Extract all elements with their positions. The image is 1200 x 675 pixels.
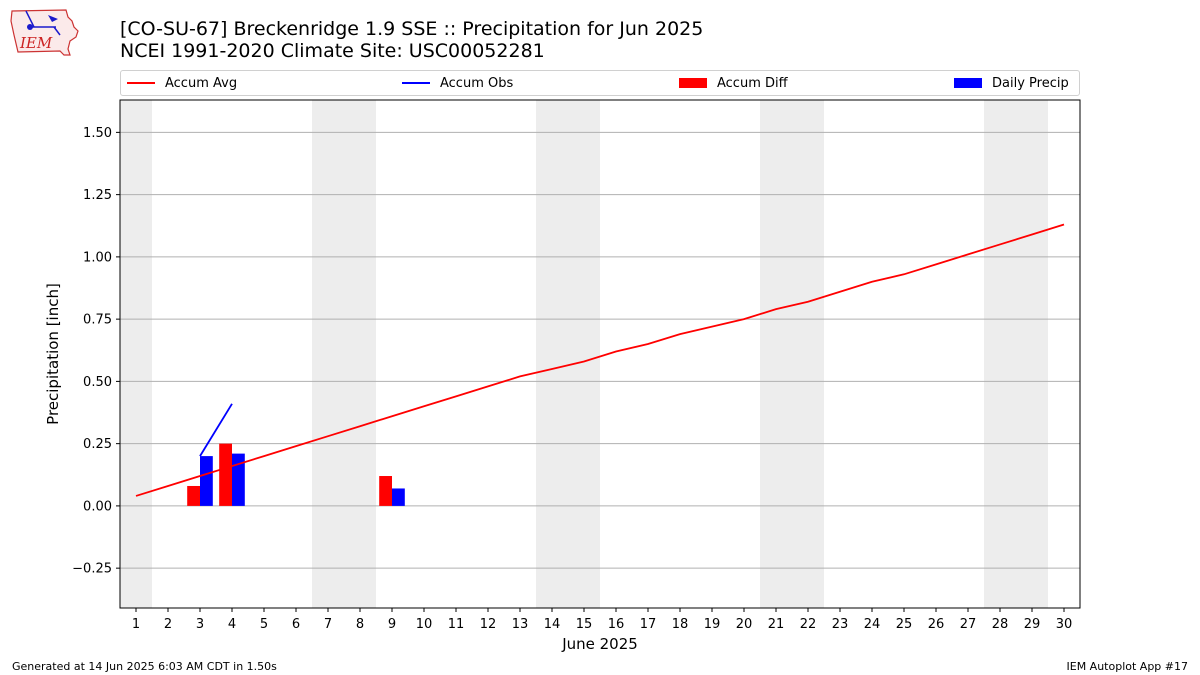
x-tick-label: 26 [928,617,945,632]
x-tick-label: 24 [864,617,881,632]
y-tick-label: 0.25 [83,437,112,452]
accum-diff-bar [219,443,232,506]
weekend-shade [760,100,824,608]
accum-diff-bar [379,476,392,506]
x-tick-label: 18 [672,617,689,632]
y-tick-label: 1.25 [83,188,112,203]
daily-precip-bar [232,453,245,506]
x-tick-label: 21 [768,617,785,632]
legend-item-daily-precip: Daily Precip [954,71,1069,95]
app-credit: IEM Autoplot App #17 [1066,660,1189,673]
y-tick-label: 1.00 [83,250,112,265]
x-tick-label: 12 [480,617,497,632]
iowa-outline-icon [10,9,79,56]
x-tick-label: 2 [164,617,172,632]
x-tick-label: 23 [832,617,849,632]
weekend-shade [312,100,376,608]
x-tick-label: 25 [896,617,913,632]
x-tick-label: 8 [356,617,364,632]
accum-diff-bar [187,485,200,506]
x-tick-label: 22 [800,617,817,632]
legend-item-accum-diff: Accum Diff [679,71,788,95]
x-tick-label: 20 [736,617,753,632]
x-tick-label: 3 [196,617,204,632]
x-tick-label: 27 [960,617,977,632]
x-tick-label: 16 [608,617,625,632]
legend-label: Accum Diff [717,75,788,91]
x-tick-label: 28 [992,617,1009,632]
y-tick-label: 0.00 [83,499,112,514]
x-tick-label: 10 [416,617,433,632]
x-tick-label: 9 [388,617,396,632]
accum-avg-line [135,223,1065,497]
x-tick-label: 13 [512,617,529,632]
legend-item-accum-avg: Accum Avg [127,71,237,95]
x-tick-label: 5 [260,617,268,632]
legend-swatch [954,78,982,88]
y-axis-label: Precipitation [inch] [44,283,62,425]
legend-swatch [402,82,430,84]
generated-timestamp: Generated at 14 Jun 2025 6:03 AM CDT in … [12,660,277,673]
plot-frame [119,99,1081,609]
weekend-shade [120,100,152,608]
x-tick-label: 14 [544,617,561,632]
legend-label: Accum Avg [165,75,238,91]
x-tick-label: 15 [576,617,593,632]
chart-title: [CO-SU-67] Breckenridge 1.9 SSE :: Preci… [120,18,704,40]
legend-label: Accum Obs [440,75,514,91]
svg-text:IEM: IEM [19,34,53,52]
weekend-shade [984,100,1048,608]
x-tick-label: 11 [448,617,465,632]
x-tick-label: 6 [292,617,300,632]
y-tick-label: 0.75 [83,313,112,328]
x-tick-label: 1 [132,617,140,632]
y-tick-label: 0.50 [83,375,112,390]
weekend-shade [536,100,600,608]
legend-swatch [679,78,707,88]
daily-precip-bar [392,488,405,506]
y-tick-label: 1.50 [83,126,112,141]
x-tick-label: 7 [324,617,332,632]
x-tick-label: 30 [1056,617,1073,632]
legend-label: Daily Precip [992,75,1069,91]
y-tick-label: −0.25 [72,562,112,577]
daily-precip-bar [200,456,213,506]
chart-subtitle: NCEI 1991-2020 Climate Site: USC00052281 [120,40,545,62]
x-tick-label: 4 [228,617,236,632]
legend-swatch [127,82,155,84]
chart-legend: Accum Avg Accum Obs Accum Diff Daily Pre… [120,70,1080,96]
x-tick-label: 17 [640,617,657,632]
x-axis-label: June 2025 [561,635,638,653]
legend-item-accum-obs: Accum Obs [402,71,513,95]
iem-logo: IEM [10,9,79,56]
accum-obs-line [199,403,233,457]
x-tick-label: 29 [1024,617,1041,632]
x-tick-label: 19 [704,617,721,632]
